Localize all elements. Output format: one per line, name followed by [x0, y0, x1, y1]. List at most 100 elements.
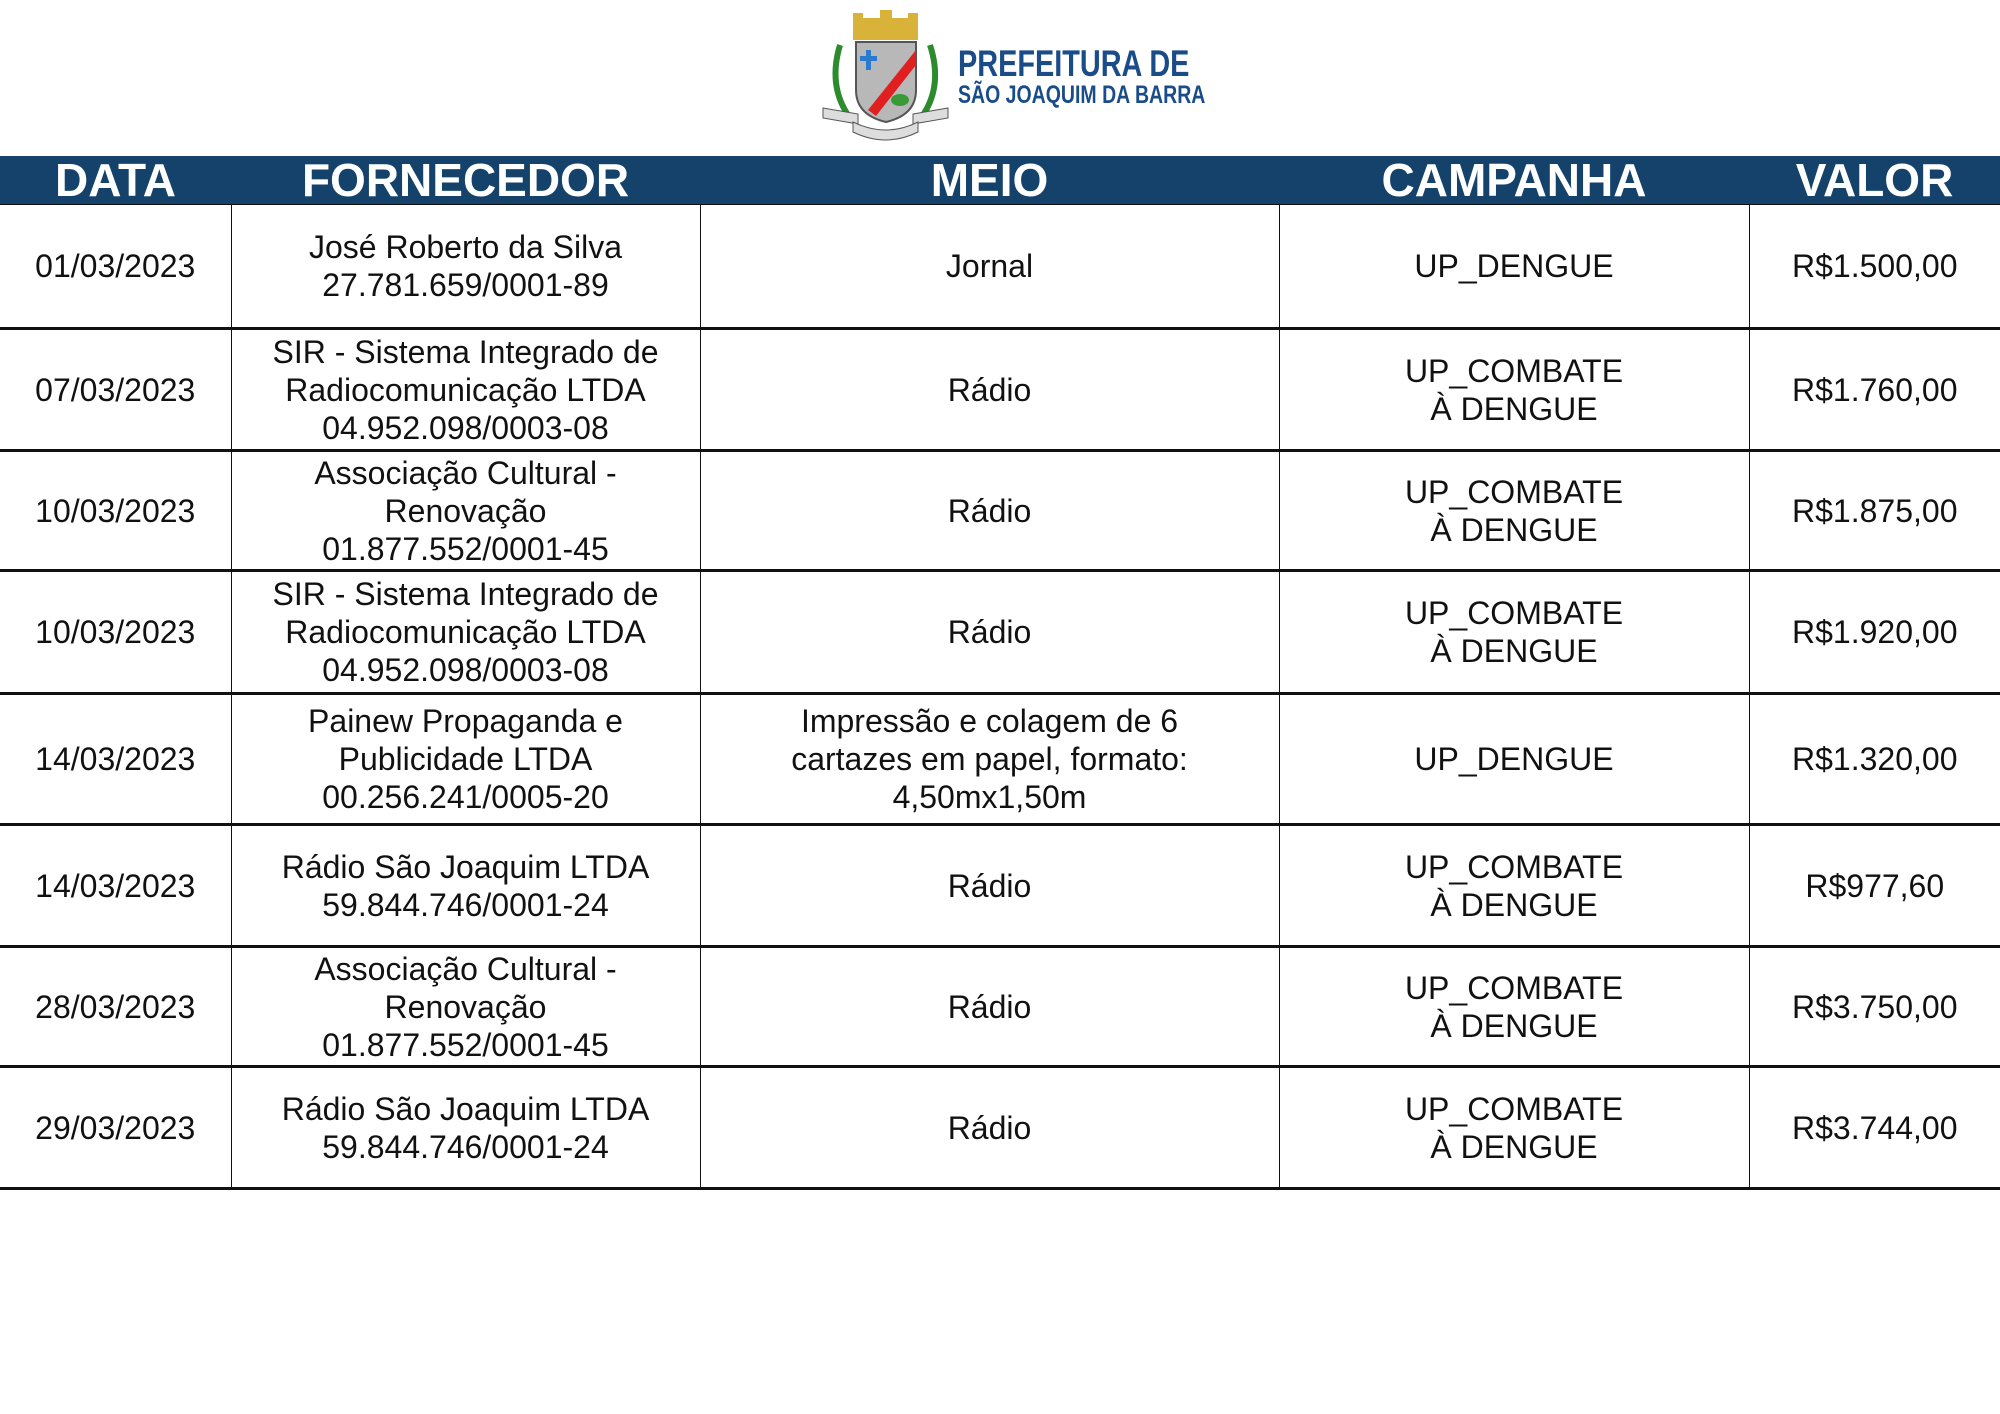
- cell-fornecedor-line: 01.877.552/0001-45: [322, 1026, 609, 1063]
- org-line-2: SÃO JOAQUIM DA BARRA: [958, 81, 1206, 109]
- cell-meio-line: Rádio: [947, 492, 1032, 529]
- cell-campanha-line: À DENGUE: [1430, 886, 1598, 923]
- cell-data: 10/03/2023: [0, 450, 232, 571]
- cell-valor: R$3.750,00: [1748, 946, 2000, 1067]
- col-data: DATA: [0, 156, 231, 205]
- cell-fornecedor-line: Rádio São Joaquim LTDA: [281, 1090, 650, 1127]
- cell-campanha-line: UP_DENGUE: [1414, 248, 1614, 284]
- table-row: 10/03/2023 Associação Cultural - Renovação…: [0, 450, 2000, 571]
- cell-meio-line: cartazes em papel, formato:: [791, 741, 1188, 777]
- cell-meio: Jornal: [699, 204, 1280, 329]
- cell-fornecedor-line: 00.256.241/0005-20: [322, 779, 609, 815]
- cell-campanha-line: UP_COMBATE: [1404, 473, 1624, 510]
- cell-fornecedor: Painew Propaganda e Publicidade LTDA 00.25…: [230, 693, 701, 825]
- table-row: 10/03/2023 SIR - Sistema Integrado de Radi…: [0, 570, 2000, 694]
- cell-fornecedor-line: Rádio São Joaquim LTDA: [281, 848, 650, 885]
- cell-meio-line: Rádio: [947, 371, 1032, 408]
- cell-fornecedor-line: Renovação: [384, 492, 547, 529]
- cell-fornecedor-line: SIR - Sistema Integrado de: [272, 576, 659, 612]
- cell-data: 29/03/2023: [0, 1066, 232, 1189]
- cell-meio: Rádio: [699, 450, 1280, 571]
- cell-campanha-line: UP_COMBATE: [1404, 969, 1624, 1006]
- cell-fornecedor-line: 04.952.098/0003-08: [322, 409, 609, 446]
- cell-campanha: UP_COMBATE À DENGUE: [1278, 328, 1750, 451]
- cell-valor: R$1.875,00: [1748, 450, 2000, 571]
- cell-campanha: UP_COMBATE À DENGUE: [1278, 824, 1750, 947]
- cell-meio: Rádio: [699, 824, 1280, 947]
- cell-valor: R$977,60: [1748, 824, 2000, 947]
- cell-fornecedor-line: SIR - Sistema Integrado de: [272, 333, 659, 370]
- cell-fornecedor: José Roberto da Silva 27.781.659/0001-89: [230, 204, 701, 329]
- cell-meio: Rádio: [699, 1066, 1280, 1189]
- cell-fornecedor-line: Associação Cultural -: [314, 454, 617, 491]
- cell-fornecedor-line: Radiocomunicação LTDA: [285, 371, 646, 408]
- cell-fornecedor-line: Publicidade LTDA: [338, 741, 593, 777]
- cell-fornecedor-line: 59.844.746/0001-24: [322, 1128, 609, 1165]
- cell-data: 14/03/2023: [0, 824, 232, 947]
- cell-fornecedor: SIR - Sistema Integrado de Radiocomunicaç…: [230, 570, 701, 694]
- table-header: DATA FORNECEDOR MEIO CAMPANHA VALOR: [0, 156, 2000, 205]
- cell-campanha-line: UP_COMBATE: [1404, 352, 1624, 389]
- cell-campanha-line: UP_COMBATE: [1404, 595, 1624, 631]
- cell-fornecedor-line: 27.781.659/0001-89: [322, 267, 609, 303]
- cell-data: 10/03/2023: [0, 570, 232, 694]
- cell-campanha-line: À DENGUE: [1430, 1007, 1598, 1044]
- cell-fornecedor-line: 01.877.552/0001-45: [322, 530, 609, 567]
- table-row: 28/03/2023 Associação Cultural - Renovação…: [0, 946, 2000, 1067]
- cell-campanha-line: À DENGUE: [1430, 511, 1598, 548]
- cell-campanha: UP_COMBATE À DENGUE: [1278, 570, 1750, 694]
- cell-valor: R$1.500,00: [1748, 204, 2000, 329]
- cell-campanha-line: À DENGUE: [1430, 1128, 1598, 1165]
- expenses-table: DATA FORNECEDOR MEIO CAMPANHA VALOR 01/0…: [0, 156, 2000, 1190]
- cell-meio-line: Rádio: [947, 614, 1032, 650]
- cell-meio: Rádio: [699, 946, 1280, 1067]
- cell-campanha-line: À DENGUE: [1430, 390, 1598, 427]
- cell-data: 01/03/2023: [0, 204, 232, 329]
- cell-valor: R$3.744,00: [1748, 1066, 2000, 1189]
- table-row: 01/03/2023 José Roberto da Silva 27.781.65…: [0, 204, 2000, 329]
- table-row: 14/03/2023 Rádio São Joaquim LTDA 59.844.7…: [0, 824, 2000, 947]
- cell-data: 14/03/2023: [0, 693, 232, 825]
- cell-fornecedor: Rádio São Joaquim LTDA 59.844.746/0001-24: [230, 1066, 701, 1189]
- cell-campanha: UP_COMBATE À DENGUE: [1278, 946, 1750, 1067]
- cell-fornecedor: Associação Cultural - Renovação 01.877.552…: [230, 946, 701, 1067]
- organization-name: PREFEITURA DE SÃO JOAQUIM DA BARRA: [958, 43, 1206, 109]
- cell-campanha-line: UP_COMBATE: [1404, 1090, 1624, 1127]
- cell-valor: R$1.760,00: [1748, 328, 2000, 451]
- cell-fornecedor-line: Associação Cultural -: [314, 950, 617, 987]
- cell-fornecedor-line: José Roberto da Silva: [308, 229, 623, 265]
- cell-data: 28/03/2023: [0, 946, 232, 1067]
- col-fornecedor: FORNECEDOR: [231, 156, 700, 205]
- cell-valor: R$1.320,00: [1748, 693, 2000, 825]
- cell-fornecedor-line: 04.952.098/0003-08: [322, 652, 609, 688]
- cell-meio-line: Rádio: [947, 988, 1032, 1025]
- cell-campanha-line: UP_COMBATE: [1404, 848, 1624, 885]
- col-valor: VALOR: [1749, 156, 2000, 205]
- cell-campanha: UP_DENGUE: [1278, 204, 1750, 329]
- prefeitura-logo: PREFEITURA DE SÃO JOAQUIM DA BARRA: [818, 10, 1205, 145]
- cell-fornecedor: Rádio São Joaquim LTDA 59.844.746/0001-24: [230, 824, 701, 947]
- cell-campanha: UP_COMBATE À DENGUE: [1278, 1066, 1750, 1189]
- cell-campanha: UP_DENGUE: [1278, 693, 1750, 825]
- cell-fornecedor: SIR - Sistema Integrado de Radiocomunicaç…: [230, 328, 701, 451]
- cell-meio-line: Rádio: [947, 867, 1032, 904]
- cell-data: 07/03/2023: [0, 328, 232, 451]
- cell-fornecedor-line: 59.844.746/0001-24: [322, 886, 609, 923]
- table-row: 29/03/2023 Rádio São Joaquim LTDA 59.844.7…: [0, 1066, 2000, 1189]
- cell-valor: R$1.920,00: [1748, 570, 2000, 694]
- cell-fornecedor-line: Renovação: [384, 988, 547, 1025]
- cell-fornecedor-line: Radiocomunicação LTDA: [285, 614, 646, 650]
- cell-meio-line: Impressão e colagem de 6: [800, 703, 1179, 739]
- cell-campanha-line: UP_DENGUE: [1414, 741, 1614, 777]
- org-line-1: PREFEITURA DE: [958, 43, 1190, 84]
- cell-meio-line: Jornal: [945, 248, 1034, 284]
- cell-meio: Rádio: [699, 328, 1280, 451]
- cell-campanha: UP_COMBATE À DENGUE: [1278, 450, 1750, 571]
- cell-meio-line: Rádio: [947, 1109, 1032, 1146]
- cell-campanha-line: À DENGUE: [1430, 633, 1598, 669]
- coat-of-arms-icon: [822, 10, 949, 141]
- table-row: 14/03/2023 Painew Propaganda e Publicidade…: [0, 693, 2000, 825]
- col-campanha: CAMPANHA: [1279, 156, 1749, 205]
- cell-meio: Impressão e colagem de 6 cartazes em pape…: [699, 693, 1280, 825]
- cell-meio: Rádio: [699, 570, 1280, 694]
